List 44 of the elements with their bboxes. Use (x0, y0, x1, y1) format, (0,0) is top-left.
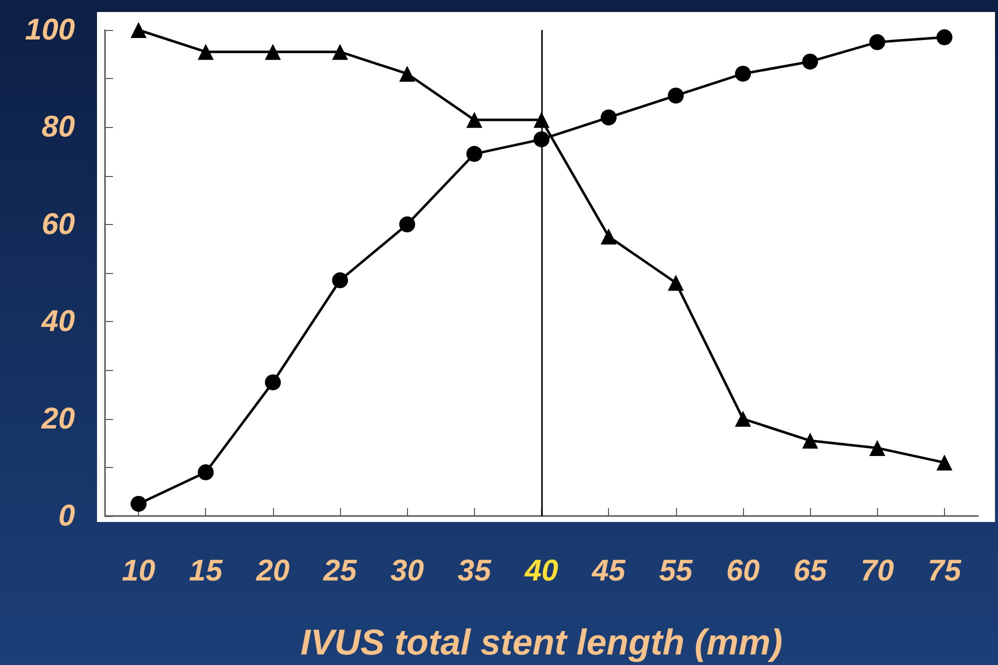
point (668, 88, 684, 104)
point (600, 228, 617, 245)
point (399, 66, 416, 82)
point (198, 464, 214, 480)
x-tick-label: 15 (189, 554, 224, 588)
point (264, 374, 281, 390)
point (332, 272, 348, 288)
point (802, 54, 818, 70)
y-tick-label: 100 (24, 14, 76, 46)
x-axis-title: IVUS total stent length (mm) (300, 622, 783, 662)
point (734, 410, 751, 427)
point (869, 440, 886, 456)
point (130, 22, 147, 38)
x-tick-label: 45 (590, 554, 627, 588)
point (936, 454, 952, 471)
point (198, 44, 214, 60)
x-tick-label: 25 (322, 554, 358, 588)
x-tick-label: 40 (524, 554, 558, 588)
x-tick-label: 65 (793, 554, 828, 588)
point (668, 274, 684, 291)
x-tick-label: 30 (390, 554, 424, 588)
point (264, 44, 281, 60)
point (936, 29, 952, 46)
y-tick-label: 60 (42, 208, 76, 241)
point (399, 216, 416, 232)
x-tick-label: 60 (726, 554, 760, 588)
x-tick-label: 75 (928, 554, 962, 588)
y-tick-label: 80 (42, 110, 76, 144)
point (734, 66, 751, 82)
point (332, 44, 348, 60)
point (802, 432, 818, 449)
x-tick-label: 20 (255, 554, 290, 588)
point (600, 109, 617, 126)
x-tick-label: 35 (458, 554, 492, 588)
x-tick-label: 10 (122, 554, 156, 588)
x-tick-label: 55 (659, 554, 694, 588)
y-tick-label: 20 (40, 402, 76, 436)
point (130, 496, 147, 512)
point (466, 146, 482, 162)
x-tick-label: 70 (860, 554, 894, 588)
y-tick-label: 0 (58, 500, 76, 532)
point (466, 112, 482, 128)
y-tick-label: 40 (40, 305, 76, 338)
point (869, 34, 886, 50)
